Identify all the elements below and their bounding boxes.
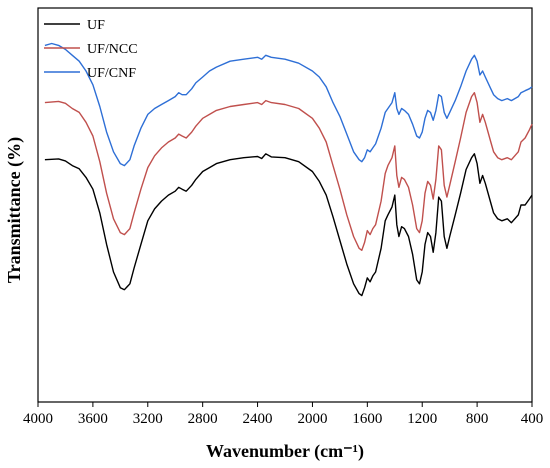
legend: UF UF/NCC UF/CNF	[44, 18, 138, 81]
x-axis-title: Wavenumber (cm⁻¹)	[206, 441, 364, 462]
x-tick-label: 1600	[352, 411, 382, 427]
x-tick-label: 1200	[407, 411, 437, 427]
x-tick-label: 3200	[133, 411, 163, 427]
series-line-0	[44, 153, 533, 297]
x-axis: 4000 3600 3200 2800 2400 2000 1600 1200 800 400	[23, 402, 543, 427]
x-tick-label: 2000	[297, 411, 327, 427]
x-tick-label: 2400	[243, 411, 273, 427]
series-line-1	[44, 91, 533, 252]
x-tick-label: 800	[466, 411, 489, 427]
x-tick-label: 400	[521, 411, 544, 427]
legend-label: UF/NCC	[87, 42, 138, 57]
plot-area-frame	[37, 7, 533, 403]
y-axis-title: Transmittance (%)	[4, 137, 25, 283]
x-tick-label: 3600	[78, 411, 108, 427]
series-layer	[44, 42, 533, 297]
legend-label: UF/CNF	[87, 66, 136, 81]
legend-label: UF	[87, 18, 105, 33]
x-tick-label: 2800	[188, 411, 218, 427]
series-line-2	[44, 42, 533, 167]
x-tick-label: 4000	[23, 411, 53, 427]
